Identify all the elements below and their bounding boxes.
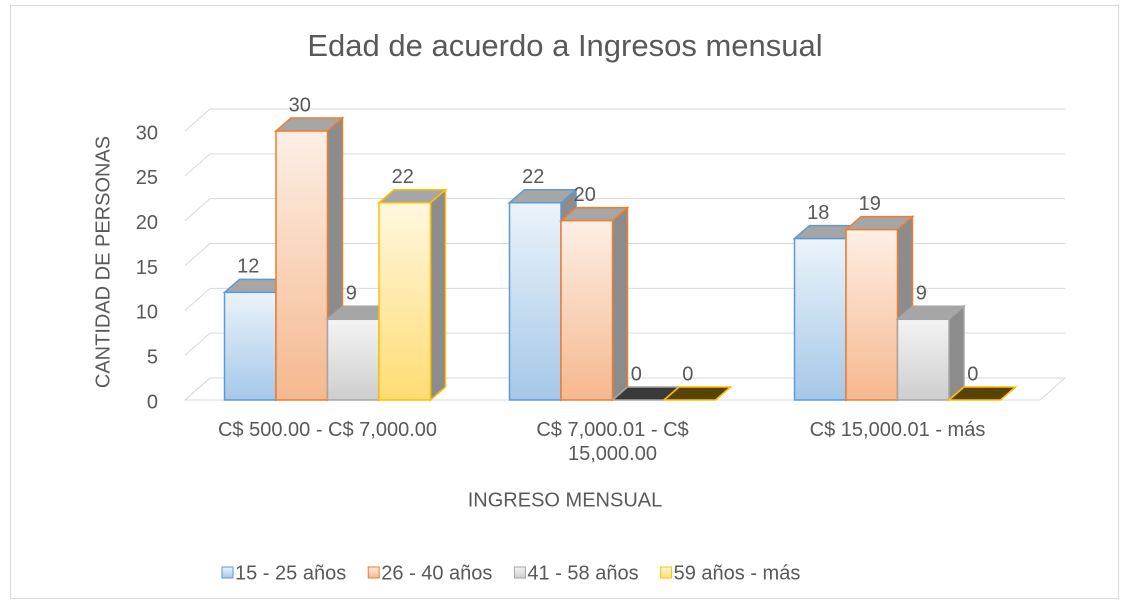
y-tick-label: 25 <box>136 167 158 189</box>
bar <box>946 386 1018 401</box>
bar-top <box>946 386 1018 401</box>
legend-swatch <box>513 566 526 579</box>
data-label: 9 <box>916 283 927 305</box>
data-label: 0 <box>631 363 642 385</box>
bar-front <box>896 318 950 401</box>
data-label: 30 <box>289 94 311 116</box>
x-tick-label: C$ 500.00 - C$ 7,000.00 <box>217 419 438 441</box>
data-label: 12 <box>237 256 259 278</box>
grid-line <box>184 332 1065 356</box>
bar-side <box>429 188 447 402</box>
bar-side <box>948 304 965 402</box>
bar <box>895 304 967 402</box>
legend-swatch <box>221 566 234 579</box>
bar <box>376 188 448 402</box>
grid-line <box>184 243 1065 266</box>
y-tick-label: 0 <box>147 391 158 413</box>
bar-front <box>508 201 562 401</box>
legend-label: 41 - 58 años <box>527 562 638 584</box>
legend-swatch <box>660 566 673 579</box>
x-axis-label: INGRESO MENSUAL <box>468 489 662 511</box>
data-label: 18 <box>807 202 829 224</box>
bar <box>661 386 733 401</box>
data-label: 22 <box>522 166 544 188</box>
grid-line <box>184 153 1065 177</box>
y-tick-label: 5 <box>147 346 158 368</box>
bar-front <box>560 219 614 401</box>
bar-side <box>611 206 629 402</box>
legend-label: 59 años - más <box>674 562 801 584</box>
y-axis-label: CANTIDAD DE PERSONAS <box>92 136 114 388</box>
x-tick-label: C$ 7,000.01 - C$ 15,000.00 <box>536 419 689 465</box>
y-tick-label: 30 <box>136 122 158 144</box>
bar-front <box>223 291 277 401</box>
data-label: 9 <box>346 283 357 305</box>
bar-top <box>661 386 733 401</box>
grid-line <box>184 287 1065 311</box>
x-tick-label: C$ 15,000.01 - más <box>809 419 986 441</box>
bar-front <box>326 318 380 401</box>
bar <box>558 206 630 402</box>
data-label: 0 <box>967 363 978 385</box>
data-label: 20 <box>574 184 596 206</box>
data-label: 19 <box>859 193 881 215</box>
grid-line <box>184 198 1065 222</box>
bar-front <box>275 130 329 401</box>
legend-swatch <box>367 566 380 579</box>
y-tick-label: 20 <box>136 212 158 234</box>
grid-line <box>184 377 1065 401</box>
y-tick-label: 10 <box>136 302 158 324</box>
bar-front <box>378 201 432 401</box>
y-tick-label: 15 <box>136 257 158 279</box>
legend-label: 26 - 40 años <box>381 562 492 584</box>
grid-line <box>184 108 1065 132</box>
data-label: 0 <box>682 363 693 385</box>
chart-title: Edad de acuerdo a Ingresos mensual <box>307 28 822 63</box>
data-label: 22 <box>392 166 414 188</box>
bar-front <box>793 237 847 401</box>
legend-label: 15 - 25 años <box>235 562 346 584</box>
bar-front <box>845 228 899 401</box>
